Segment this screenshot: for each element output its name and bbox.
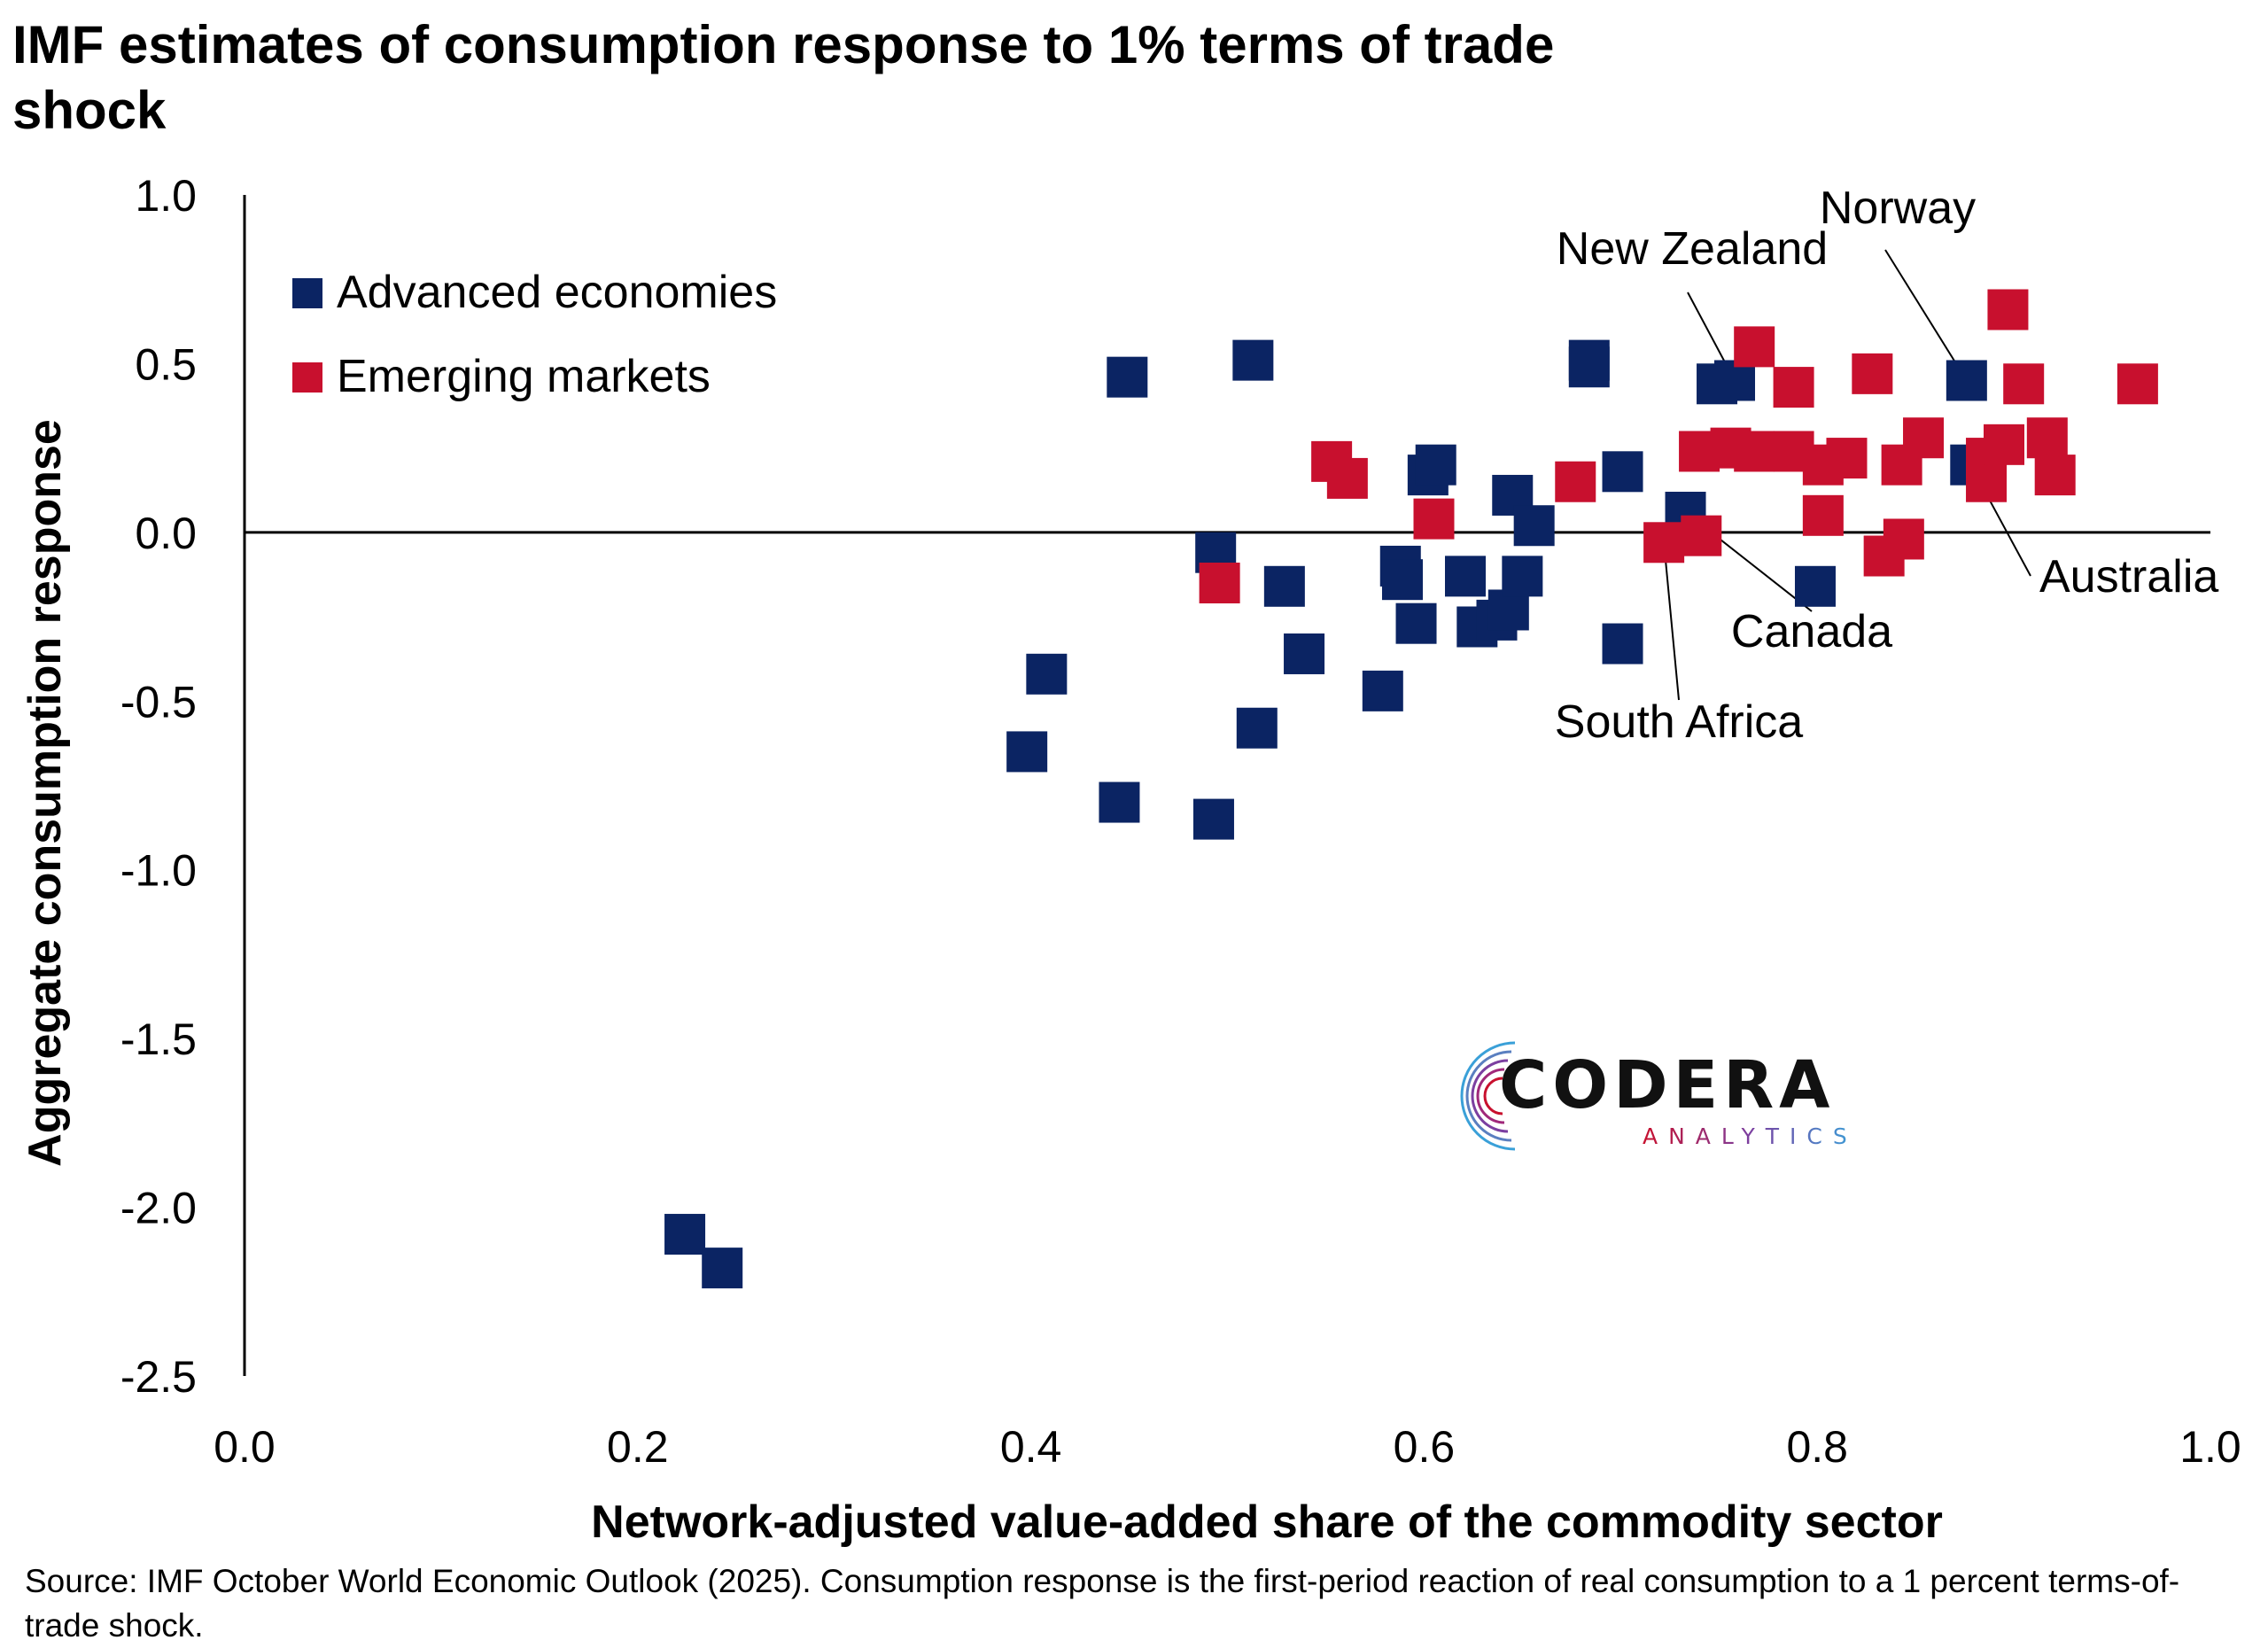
x-tick-label: 1.0 <box>2179 1422 2241 1472</box>
codera-logo: CODERA ANALYTICS <box>1453 1032 1860 1165</box>
y-tick-labels: 1.0 0.5 0.0 -0.5 -1.0 -1.5 -2.0 -2.5 <box>120 171 197 1402</box>
advanced-economy-point <box>1395 602 1437 644</box>
emerging-market-point <box>1734 326 1775 368</box>
advanced-economy-point <box>1192 798 1234 840</box>
y-axis-title: Aggregate consumption response <box>19 419 71 1167</box>
legend-marker <box>292 278 322 308</box>
emerging-market-point <box>1966 461 2008 502</box>
advanced-economy-point <box>1263 565 1305 607</box>
advanced-economy-point <box>1381 559 1423 601</box>
advanced-economy-point <box>1502 556 1543 597</box>
annotation-label: Canada <box>1731 606 1892 657</box>
emerging-market-point <box>1199 562 1240 603</box>
y-tick-label: -1.5 <box>120 1014 197 1064</box>
advanced-economy-point <box>1099 781 1140 823</box>
emerging-market-point <box>1984 424 2025 465</box>
chart-title: IMF estimates of consumption response to… <box>12 15 1555 140</box>
advanced-economy-point <box>1107 356 1148 398</box>
y-tick-label: -1.0 <box>120 846 197 896</box>
x-tick-label: 0.6 <box>1394 1422 1456 1472</box>
annotation-label: Australia <box>2039 551 2218 602</box>
y-tick-label: 0.5 <box>135 339 197 389</box>
emerging-market-point <box>1773 367 1814 408</box>
y-tick-label: -0.5 <box>120 677 197 727</box>
emerging-market-point <box>2003 363 2045 405</box>
advanced-economy-point <box>1415 444 1456 486</box>
advanced-economy-point <box>702 1248 743 1289</box>
x-axis-title: Network-adjusted value-added share of th… <box>591 1496 1943 1548</box>
emerging-market-point <box>2034 455 2076 496</box>
emerging-market-point <box>2117 363 2158 405</box>
logo-mark-icon <box>1460 1041 1516 1151</box>
logo-subtitle: ANALYTICS <box>1643 1123 1858 1149</box>
annotation-line <box>1884 249 1968 382</box>
y-tick-label: 1.0 <box>135 171 197 221</box>
emerging-market-point <box>1883 518 1924 560</box>
x-tick-labels: 0.0 0.2 0.4 0.6 0.8 1.0 <box>214 1422 2241 1472</box>
advanced-economy-point <box>1794 565 1836 607</box>
emerging-market-point <box>1903 417 1945 459</box>
legend-marker <box>292 362 322 393</box>
advanced-economy-point <box>1284 633 1325 674</box>
y-tick-label: 0.0 <box>135 509 197 558</box>
advanced-economy-point <box>1026 653 1068 695</box>
emerging-market-point <box>1987 289 2029 330</box>
annotation-label: New Zealand <box>1557 223 1828 275</box>
advanced-economy-point <box>1232 339 1274 381</box>
advanced-economy-point <box>1513 505 1555 547</box>
logo-wordmark: CODERA <box>1499 1047 1836 1123</box>
advanced-economy-point <box>1602 623 1643 665</box>
emerging-market-point <box>2026 417 2068 459</box>
emerging-market-point <box>1734 431 1775 472</box>
emerging-market-point <box>1555 461 1596 502</box>
annotation-label: South Africa <box>1555 696 1803 748</box>
data-points <box>664 289 2158 1289</box>
advanced-economy-point <box>1006 731 1048 773</box>
x-tick-label: 0.8 <box>1786 1422 1848 1472</box>
emerging-market-point <box>1852 353 1893 394</box>
legend: Advanced economies Emerging markets <box>292 267 777 402</box>
advanced-economy-point <box>664 1214 706 1255</box>
x-tick-label: 0.4 <box>1000 1422 1062 1472</box>
emerging-market-point <box>1826 438 1868 479</box>
source-note: Source: IMF October World Economic Outlo… <box>25 1563 2180 1644</box>
emerging-market-point <box>1802 494 1844 536</box>
x-tick-label: 0.2 <box>607 1422 669 1472</box>
emerging-market-point <box>1413 498 1455 540</box>
y-tick-label: -2.0 <box>120 1184 197 1233</box>
annotation-label: Norway <box>1820 183 1976 234</box>
advanced-economy-point <box>1236 707 1278 749</box>
emerging-market-point <box>1681 515 1722 556</box>
legend-label: Emerging markets <box>337 351 711 402</box>
advanced-economy-point <box>1362 670 1403 711</box>
y-tick-label: -2.5 <box>120 1352 197 1402</box>
advanced-economy-point <box>1602 451 1643 493</box>
advanced-economy-point <box>1568 339 1610 381</box>
emerging-market-point <box>1643 522 1685 564</box>
legend-label: Advanced economies <box>337 267 777 318</box>
annotation-line <box>1663 542 1680 701</box>
advanced-economy-point <box>1946 360 1987 401</box>
emerging-market-point <box>1326 457 1368 499</box>
advanced-economy-point <box>1444 556 1486 597</box>
x-tick-label: 0.0 <box>214 1422 276 1472</box>
